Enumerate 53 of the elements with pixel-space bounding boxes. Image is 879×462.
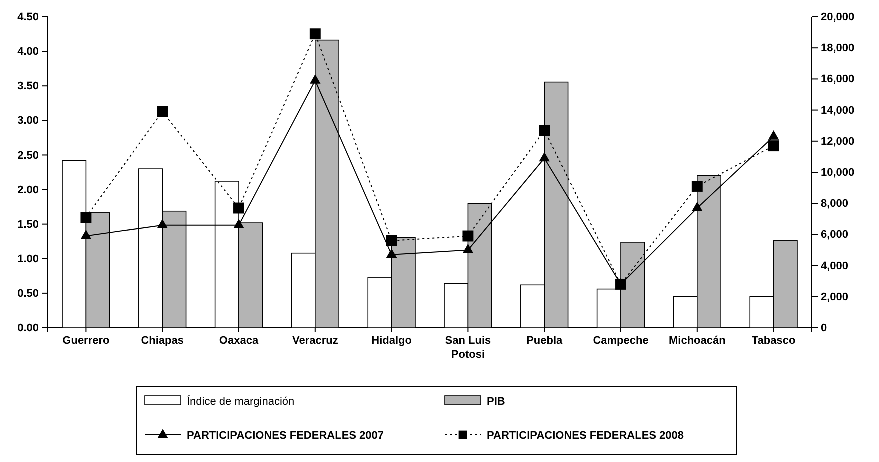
point	[234, 202, 244, 214]
y-tick-label: 4.50	[18, 12, 39, 24]
point	[157, 106, 168, 118]
point	[462, 230, 474, 242]
point	[386, 235, 398, 246]
legend-label: Índice de marginación	[187, 395, 295, 408]
legend-label: PIB	[487, 396, 506, 408]
y2-tick-label: 0	[821, 322, 828, 335]
y2-tick-label: 14,000	[821, 104, 855, 117]
point	[462, 244, 474, 254]
point	[310, 28, 321, 40]
x-tick-label: Michoacán	[668, 335, 726, 347]
legend-label: PARTICIPACIONES FEDERALES 2008	[487, 430, 684, 442]
point	[80, 212, 92, 224]
x-tick-label: Veracruz	[292, 335, 339, 347]
x-tick-label: San Luis Potosi	[445, 335, 492, 361]
point	[539, 125, 550, 136]
point	[80, 230, 92, 240]
point	[234, 219, 244, 228]
y-tick-label: 3.50	[18, 80, 39, 93]
point	[157, 219, 168, 228]
x-tick-label: Campeche	[593, 335, 649, 347]
y2-tick-label: 10,000	[821, 167, 855, 180]
x-tick-label: Oaxaca	[219, 335, 260, 347]
y-tick-label: 2.50	[18, 150, 39, 162]
y-tick-label: 2.00	[18, 184, 39, 196]
y2-tick-label: 16,000	[821, 74, 855, 86]
point	[539, 152, 550, 162]
x-tick-label: Chiapas	[141, 335, 184, 347]
y2-tick-label: 6,000	[821, 229, 849, 242]
point	[386, 248, 398, 258]
y2-tick-label: 4,000	[821, 260, 849, 272]
point	[310, 74, 321, 84]
point	[768, 130, 780, 140]
x-tick-label: Tabasco	[752, 335, 796, 347]
x-tick-label: Puebla	[526, 335, 564, 347]
y2-tick-label: 8,000	[821, 198, 849, 210]
y-tick-label: 4.00	[18, 46, 39, 58]
x-tick-label: Guerrero	[62, 335, 110, 347]
x-tick-label: Hidalgo	[372, 335, 412, 347]
y2-tick-label: 18,000	[821, 42, 855, 55]
y-tick-label: 1.00	[18, 253, 39, 266]
point	[692, 181, 703, 192]
y-tick-label: 0.50	[18, 288, 39, 300]
y2-tick-label: 2,000	[821, 291, 849, 304]
y2-tick-label: 20,000	[821, 12, 855, 24]
point	[768, 140, 780, 152]
y2-tick-label: 12,000	[821, 136, 855, 148]
y-tick-label: 0.00	[18, 322, 39, 335]
point	[692, 202, 703, 212]
legend-label: PARTICIPACIONES FEDERALES 2007	[187, 430, 384, 442]
y-tick-label: 3.00	[18, 115, 39, 128]
y-tick-label: 1.50	[18, 218, 39, 231]
